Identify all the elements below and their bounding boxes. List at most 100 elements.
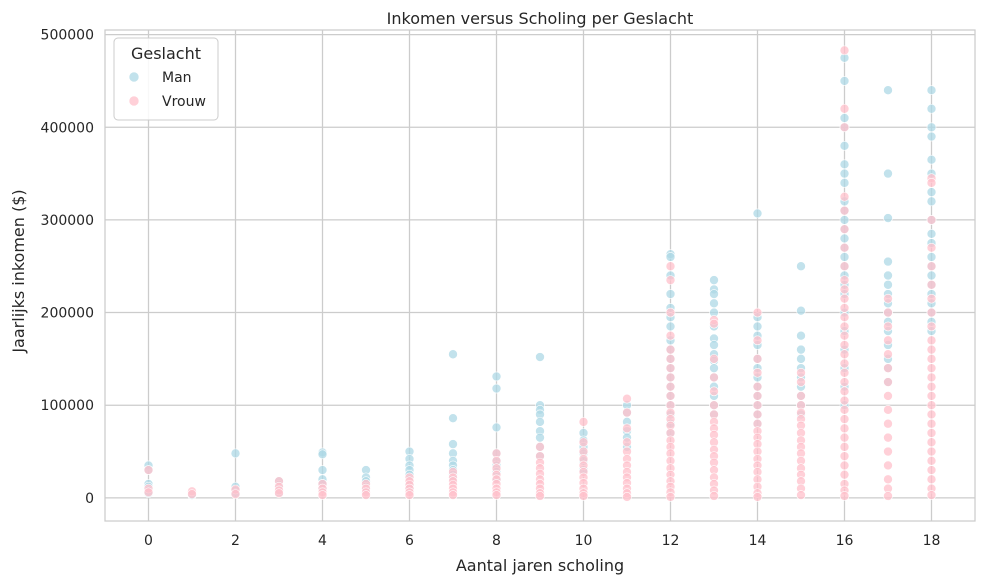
data-point [926,391,937,401]
data-point [709,354,719,364]
series-vrouw [143,45,937,502]
data-point [274,488,284,499]
x-tick-label: 2 [231,533,240,549]
data-point [883,321,893,332]
legend-label-man: Man [162,70,192,86]
y-axis-label: Jaarlijks inkomen ($) [9,189,28,353]
data-point [926,437,937,448]
data-point [361,490,371,500]
data-point [404,490,415,500]
data-point [839,275,850,285]
data-point [839,205,850,216]
data-point [752,391,763,401]
data-point [839,321,850,332]
data-point [796,391,806,401]
data-point [926,270,937,281]
data-point [448,490,458,500]
data-point [883,307,893,318]
data-point [839,191,850,202]
data-point [491,490,502,500]
y-tick-label: 400000 [41,120,94,136]
data-point [752,335,763,346]
data-point [926,372,937,383]
data-point [796,490,806,500]
legend-label-vrouw: Vrouw [162,94,206,110]
data-point [926,474,937,485]
data-point [709,372,719,383]
data-point [709,491,719,501]
data-point [665,372,676,383]
data-point [187,489,197,499]
data-point [796,367,806,378]
data-point [926,465,937,475]
data-point [230,489,241,499]
data-point [491,422,502,433]
data-point [752,321,763,332]
x-tick-label: 4 [318,533,327,549]
data-point [796,344,806,355]
legend: Geslacht Man Vrouw [113,37,219,121]
data-point [665,492,676,502]
data-point [839,377,850,387]
data-point [839,386,850,397]
data-point [926,381,937,392]
data-point [535,417,545,427]
data-point [143,465,154,475]
data-point [448,439,458,449]
y-tick-label: 500000 [41,28,94,44]
data-point [839,349,850,360]
data-point [317,465,328,475]
data-point [883,432,893,443]
data-point [926,187,937,197]
data-point [622,423,632,434]
x-tick-labels: 0 2 4 6 8 10 12 14 16 18 [144,533,940,549]
data-point [143,487,154,498]
data-point [883,474,893,485]
x-tick-label: 14 [749,533,767,549]
data-point [752,367,763,378]
data-point [709,386,719,397]
data-point [926,131,937,142]
legend-marker-vrouw [128,95,140,107]
x-tick-label: 18 [923,533,941,549]
data-point [491,383,502,394]
data-point [926,335,937,346]
data-point [926,85,937,96]
data-point [839,395,850,406]
data-point [839,312,850,322]
data-point [665,275,676,285]
data-point [926,122,937,133]
legend-title: Geslacht [131,44,201,63]
data-point [317,449,328,460]
data-point [839,45,850,56]
data-point [926,307,937,318]
data-point [926,418,937,429]
data-point [926,354,937,364]
data-point [665,381,676,392]
data-point [926,178,937,188]
data-point [665,330,676,341]
data-point [883,213,893,223]
data-point [883,349,893,360]
data-point [839,423,850,434]
x-tick-label: 10 [575,533,593,549]
data-point [926,363,937,373]
data-point [883,418,893,429]
data-point [839,122,850,133]
data-point [665,321,676,332]
data-point [665,344,676,355]
data-point [839,451,850,461]
data-point [839,414,850,424]
data-points [143,45,937,502]
data-point [926,344,937,355]
data-point [622,492,632,502]
data-point [839,405,850,415]
data-point [839,233,850,244]
x-tick-label: 6 [405,533,414,549]
data-point [578,437,589,448]
data-point [796,305,806,316]
data-point [317,490,328,500]
data-point [709,275,719,285]
data-point [926,154,937,165]
